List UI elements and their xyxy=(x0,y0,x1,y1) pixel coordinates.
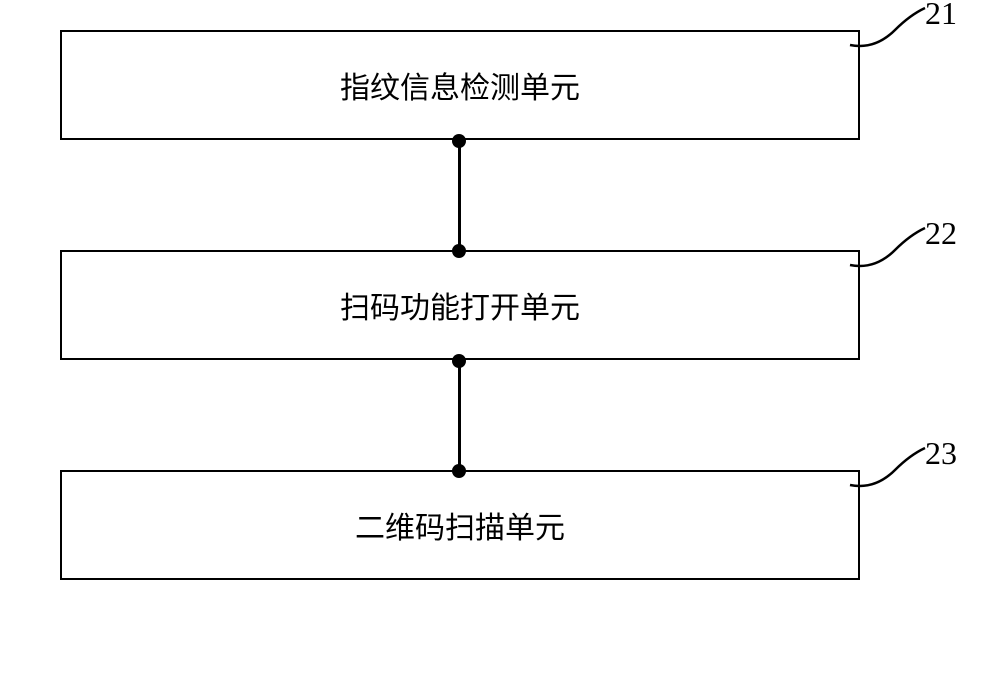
block-text-1: 指纹信息检测单元 xyxy=(340,63,580,107)
block-scan-function-open: 扫码功能打开单元 xyxy=(60,250,860,360)
block-fingerprint-detection: 指纹信息检测单元 xyxy=(60,30,860,140)
block-qr-scan: 二维码扫描单元 xyxy=(60,470,860,580)
label-text-2: 22 xyxy=(925,215,957,252)
label-curve-2 xyxy=(845,220,935,280)
label-text-3: 23 xyxy=(925,435,957,472)
block-text-2: 扫码功能打开单元 xyxy=(340,283,580,327)
connector-dot-bottom-2 xyxy=(452,464,466,478)
label-curve-3 xyxy=(845,440,935,500)
connector-dot-top-2 xyxy=(452,354,466,368)
connector-dot-top-1 xyxy=(452,134,466,148)
label-curve-1 xyxy=(845,0,935,60)
label-text-1: 21 xyxy=(925,0,957,32)
block-text-3: 二维码扫描单元 xyxy=(355,503,565,547)
connector-line-2 xyxy=(458,360,461,470)
connector-dot-bottom-1 xyxy=(452,244,466,258)
connector-line-1 xyxy=(458,140,461,250)
